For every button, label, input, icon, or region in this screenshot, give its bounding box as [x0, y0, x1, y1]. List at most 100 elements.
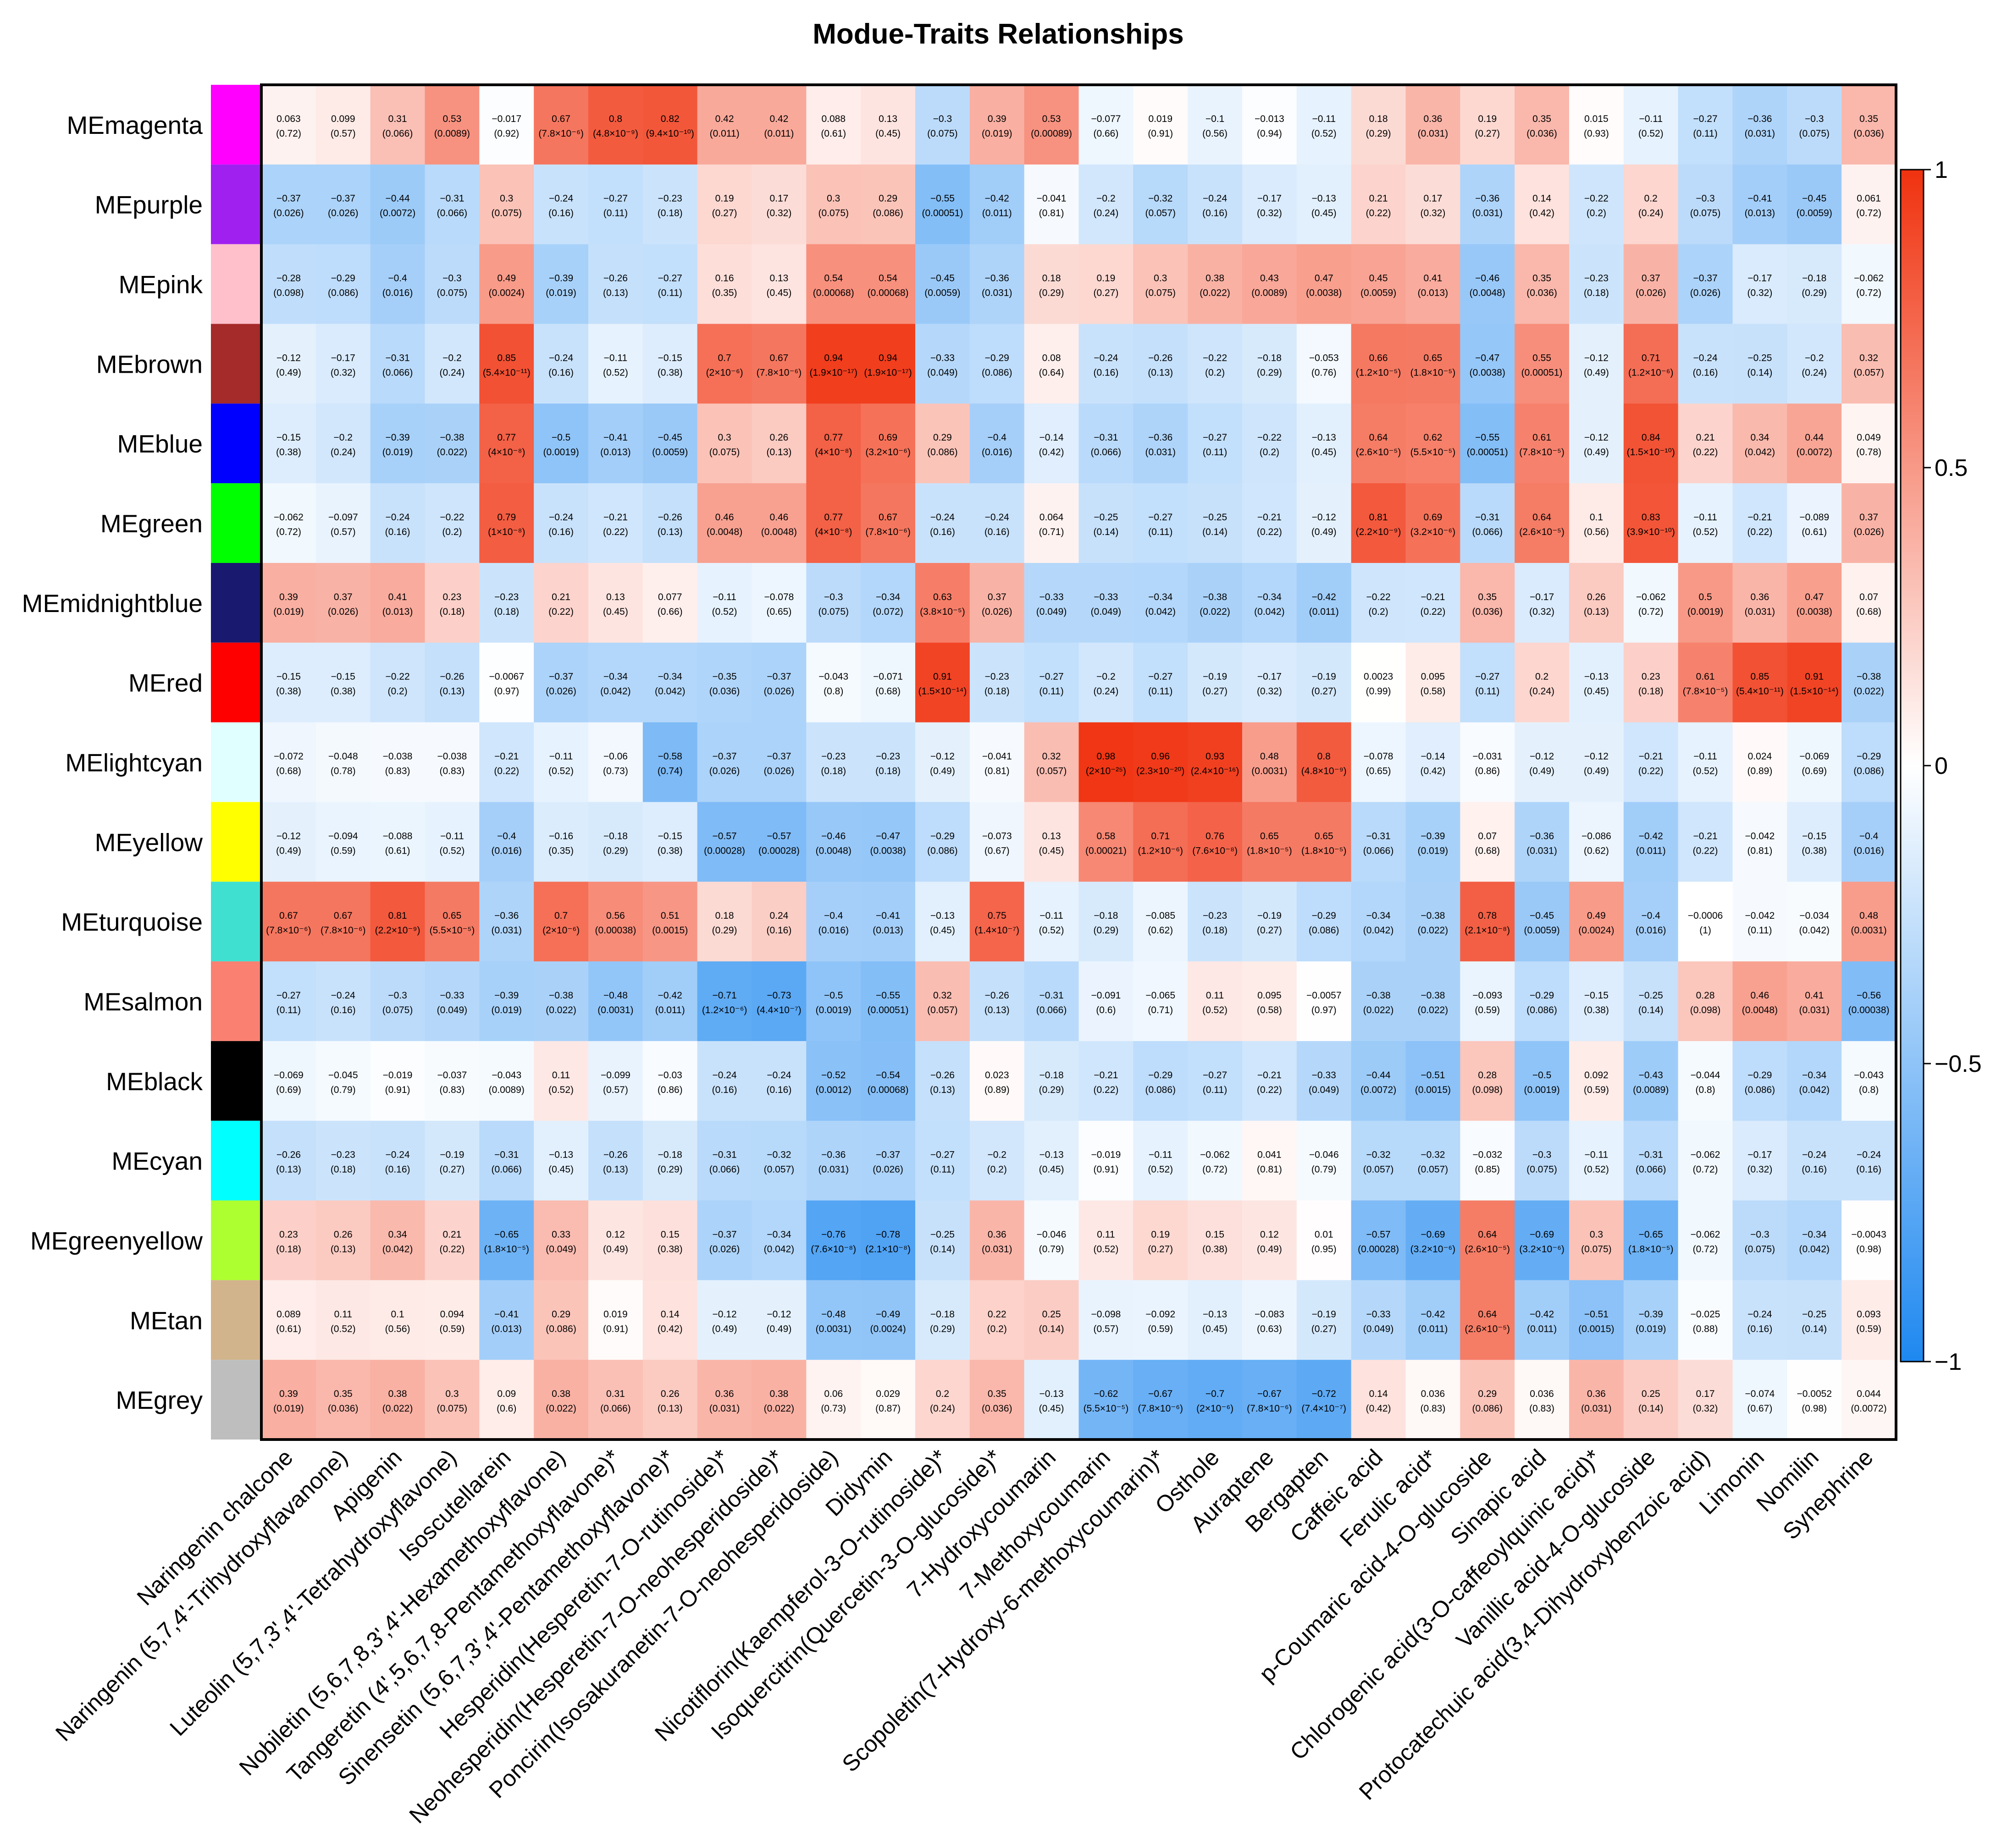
cell-pvalue: (0.22) [1638, 766, 1664, 777]
cell-pvalue: (0.0059) [652, 447, 688, 458]
heatmap-cell-fill [1678, 642, 1733, 723]
heatmap-cell-fill [806, 164, 861, 245]
heatmap-cell-fill [1569, 164, 1624, 245]
heatmap-cell-fill [1405, 1200, 1460, 1280]
cell-correlation: 0.11 [334, 1309, 352, 1319]
heatmap-cell-fill [697, 324, 752, 404]
cell-correlation: −0.11 [604, 353, 628, 363]
cell-correlation: 0.84 [1642, 432, 1660, 443]
cell-correlation: −0.11 [1693, 751, 1717, 762]
heatmap-cell: 0.3(0.075) [1133, 244, 1188, 325]
module-color-swatch [211, 1360, 260, 1440]
heatmap-cell: −0.2(0.24) [315, 403, 371, 484]
cell-correlation: −0.26 [985, 990, 1009, 1001]
cell-correlation: −0.11 [1312, 114, 1336, 124]
heatmap-cell: 0.49(0.0024) [479, 244, 534, 325]
cell-pvalue: (0.83) [1420, 1403, 1445, 1414]
heatmap-cell: −0.44(0.0072) [370, 164, 426, 245]
cell-correlation: 0.39 [988, 114, 1006, 124]
cell-pvalue: (1×10⁻⁸) [488, 527, 525, 537]
cell-correlation: −0.22 [1203, 353, 1227, 363]
cell-correlation: −0.37 [331, 193, 355, 204]
heatmap-cell: 0.35(0.036) [1841, 85, 1896, 165]
cell-pvalue: (0.32) [1747, 1164, 1772, 1175]
heatmap-cell: −0.25(0.14) [1787, 1280, 1842, 1360]
cell-pvalue: (0.52) [331, 1324, 356, 1334]
heatmap-cell: −0.32(0.057) [752, 1120, 807, 1201]
cell-correlation: 0.0023 [1364, 672, 1393, 682]
heatmap-cell-fill [1569, 1280, 1624, 1360]
heatmap-cell-fill [1188, 882, 1243, 962]
heatmap-cell: 0.14(0.42) [1515, 164, 1570, 245]
cell-pvalue: (0.69) [276, 1085, 301, 1095]
heatmap-cell: 0.69(3.2×10⁻⁶) [1405, 483, 1460, 563]
cell-pvalue: (0.73) [603, 766, 628, 777]
heatmap-cell: 0.81(2.2×10⁻⁹) [1351, 483, 1406, 563]
heatmap-cell-fill [969, 1120, 1025, 1201]
cell-correlation: −0.072 [274, 751, 304, 762]
heatmap-cell-fill [1787, 563, 1842, 643]
cell-pvalue: (0.16) [1856, 1164, 1881, 1175]
cell-pvalue: (3.2×10⁻⁶) [1410, 527, 1456, 537]
heatmap-cell: −0.15(0.38) [261, 403, 316, 484]
cell-correlation: −0.23 [331, 1150, 355, 1160]
cell-correlation: −0.13 [1312, 193, 1336, 204]
heatmap-cell: 0.2(0.24) [915, 1360, 970, 1440]
heatmap-cell: −0.31(0.066) [1460, 483, 1515, 563]
heatmap-cell: −0.29(0.086) [315, 244, 371, 325]
heatmap-cell: 0.16(0.35) [697, 244, 752, 325]
heatmap-cell-fill [1024, 961, 1079, 1042]
heatmap-cell-fill [969, 802, 1025, 882]
heatmap-cell: −0.55(0.00051) [861, 961, 916, 1042]
heatmap-cell-fill [642, 1120, 698, 1201]
cell-pvalue: (0.72) [1693, 1244, 1718, 1254]
heatmap-cell: 0.11(0.52) [1188, 961, 1243, 1042]
heatmap-cell-fill [915, 802, 970, 882]
cell-pvalue: (0.27) [1148, 1244, 1173, 1254]
cell-correlation: −0.18 [1094, 910, 1118, 921]
heatmap-cell-fill [1678, 563, 1733, 643]
heatmap-cell: −0.2(0.24) [1078, 164, 1133, 245]
heatmap-cell: −0.37(0.026) [752, 722, 807, 803]
cell-correlation: 0.26 [661, 1389, 680, 1399]
cell-correlation: −0.12 [276, 831, 301, 841]
cell-correlation: −0.34 [658, 672, 682, 682]
cell-correlation: 0.48 [1859, 910, 1878, 921]
heatmap-cell: 0.45(0.0059) [1351, 244, 1406, 325]
heatmap-cell-fill [1569, 1041, 1624, 1121]
cell-correlation: −0.017 [492, 114, 521, 124]
cell-pvalue: (0.38) [1584, 1005, 1609, 1015]
heatmap-cell-fill [1678, 802, 1733, 882]
cell-pvalue: (0.0072) [1851, 1403, 1886, 1414]
cell-pvalue: (0.24) [1093, 208, 1118, 219]
heatmap-cell: 0.77(4×10⁻⁸) [806, 403, 861, 484]
heatmap-cell: 0.39(0.019) [261, 1360, 316, 1440]
cell-pvalue: (0.18) [1584, 288, 1609, 298]
cell-correlation: 0.11 [1097, 1229, 1115, 1240]
cell-pvalue: (0.22) [1693, 447, 1718, 458]
heatmap-cell-fill [425, 324, 480, 404]
cell-correlation: 0.28 [1696, 990, 1715, 1001]
cell-correlation: −0.13 [1584, 672, 1609, 682]
cell-pvalue: (0.011) [655, 1005, 685, 1015]
cell-pvalue: (0.0048) [761, 527, 797, 537]
cell-correlation: −0.06 [603, 751, 628, 762]
heatmap-cell: 0.1(0.56) [1569, 483, 1624, 563]
heatmap-cell-fill [315, 642, 371, 723]
module-label: MEtan [130, 1306, 203, 1335]
cell-correlation: −0.17 [1530, 592, 1554, 602]
cell-correlation: −0.29 [1530, 990, 1554, 1001]
heatmap-cell: −0.21(0.22) [479, 722, 534, 803]
heatmap-cell: −0.51(0.0015) [1405, 1041, 1460, 1121]
heatmap-cell: −0.12(0.49) [697, 1280, 752, 1360]
heatmap-cell: −0.39(0.019) [370, 403, 426, 484]
cell-pvalue: (0.42) [1529, 208, 1554, 219]
cell-correlation: −0.046 [1309, 1150, 1339, 1160]
heatmap-cell-fill [1787, 642, 1842, 723]
cell-pvalue: (0.036) [709, 686, 740, 697]
module-label: MEmidnightblue [22, 589, 203, 618]
heatmap-cell: 0.94(1.9×10⁻¹⁷) [861, 324, 916, 404]
heatmap-cell-fill [534, 722, 589, 803]
cell-pvalue: (0.45) [548, 1164, 574, 1175]
cell-pvalue: (7.8×10⁻⁵) [1519, 447, 1565, 458]
